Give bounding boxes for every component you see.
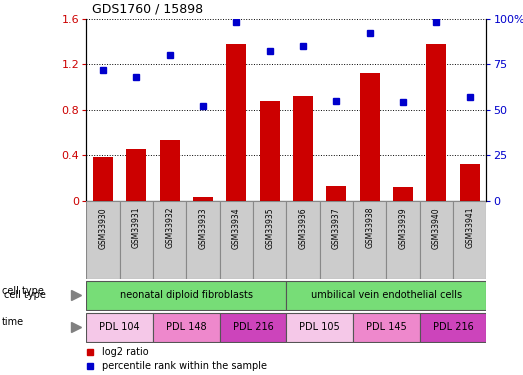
Bar xyxy=(386,201,419,279)
Text: GSM33932: GSM33932 xyxy=(165,207,174,248)
Bar xyxy=(193,197,213,201)
Bar xyxy=(253,201,286,279)
Text: GSM33934: GSM33934 xyxy=(232,207,241,249)
Bar xyxy=(426,44,446,201)
Text: cell type: cell type xyxy=(4,290,46,300)
Bar xyxy=(93,158,113,201)
Text: log2 ratio: log2 ratio xyxy=(103,347,149,357)
Bar xyxy=(120,201,153,279)
Text: time: time xyxy=(2,317,24,327)
Text: GSM33939: GSM33939 xyxy=(399,207,407,249)
Bar xyxy=(226,44,246,201)
Text: GSM33941: GSM33941 xyxy=(465,207,474,248)
Text: PDL 105: PDL 105 xyxy=(299,322,340,332)
Text: GSM33933: GSM33933 xyxy=(199,207,208,249)
Text: PDL 104: PDL 104 xyxy=(99,322,140,332)
Bar xyxy=(86,281,286,310)
Bar xyxy=(419,201,453,279)
Text: GSM33936: GSM33936 xyxy=(299,207,308,249)
Bar xyxy=(460,164,480,201)
Bar xyxy=(353,313,419,342)
Bar xyxy=(86,313,153,342)
Text: GSM33935: GSM33935 xyxy=(265,207,274,249)
Bar xyxy=(220,313,286,342)
Bar xyxy=(293,96,313,201)
Bar xyxy=(393,187,413,201)
Text: percentile rank within the sample: percentile rank within the sample xyxy=(103,361,267,371)
Bar xyxy=(186,201,220,279)
Bar xyxy=(259,100,280,201)
Bar xyxy=(286,313,353,342)
Bar xyxy=(353,201,386,279)
Text: umbilical vein endothelial cells: umbilical vein endothelial cells xyxy=(311,290,462,300)
Text: GSM33931: GSM33931 xyxy=(132,207,141,248)
Text: GSM33930: GSM33930 xyxy=(98,207,107,249)
Text: GSM33938: GSM33938 xyxy=(365,207,374,248)
Bar xyxy=(326,186,346,201)
Bar xyxy=(286,281,486,310)
Bar xyxy=(419,313,486,342)
Text: PDL 148: PDL 148 xyxy=(166,322,207,332)
Bar xyxy=(153,313,220,342)
Bar xyxy=(126,150,146,201)
Text: GSM33940: GSM33940 xyxy=(432,207,441,249)
Text: PDL 216: PDL 216 xyxy=(233,322,274,332)
Bar xyxy=(360,74,380,201)
Text: PDL 145: PDL 145 xyxy=(366,322,407,332)
Text: PDL 216: PDL 216 xyxy=(433,322,473,332)
Bar xyxy=(286,201,320,279)
Bar xyxy=(320,201,353,279)
Bar xyxy=(160,140,180,201)
Text: neonatal diploid fibroblasts: neonatal diploid fibroblasts xyxy=(120,290,253,300)
Text: cell type: cell type xyxy=(2,285,43,296)
Bar xyxy=(86,201,120,279)
Bar xyxy=(453,201,486,279)
Text: GDS1760 / 15898: GDS1760 / 15898 xyxy=(92,2,202,15)
Bar xyxy=(153,201,186,279)
Text: GSM33937: GSM33937 xyxy=(332,207,341,249)
Bar xyxy=(220,201,253,279)
